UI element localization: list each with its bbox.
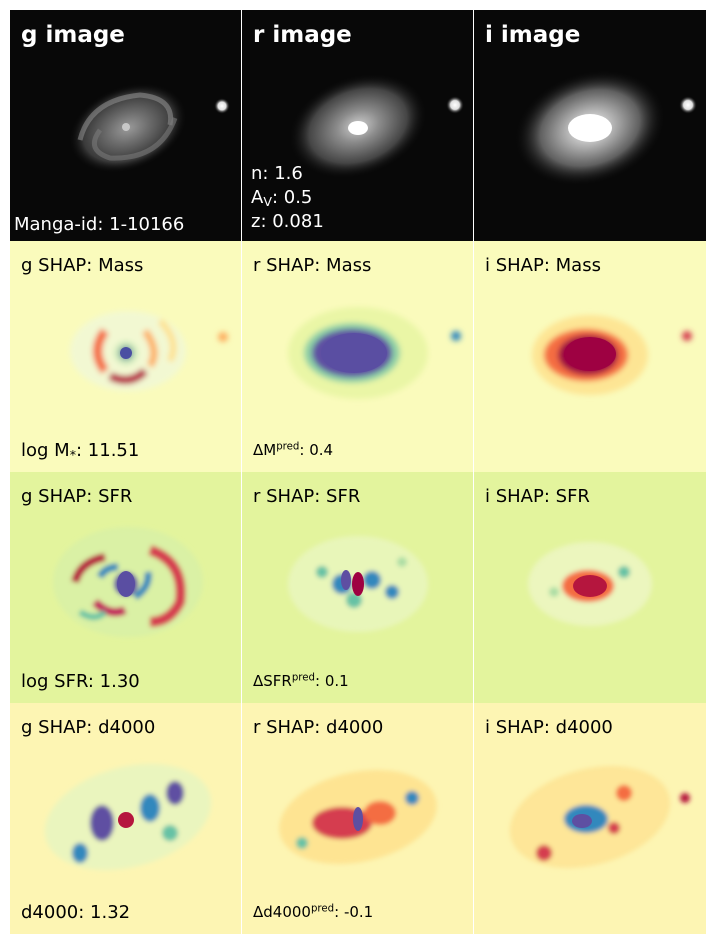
manga-id-label: Manga-id: 1-10166 [14,214,185,235]
g-shap-d4000-panel: g SHAP: d4000 d4000: 1.32 [10,703,241,934]
sersic-index-label: n: 1.6 [251,163,303,184]
mass-value: : 11.51 [76,440,140,461]
panel-title: g image [21,22,125,48]
delta-sfr-label: ΔSFRpred: 0.1 [253,672,349,690]
d4000-label: d4000: 1.32 [21,902,131,923]
i-galaxy-image [474,10,706,241]
i-shap-d4000-panel: i SHAP: d4000 [474,703,706,934]
log-sfr-label: log SFR: 1.30 [21,671,140,692]
r-shap-d4000-panel: r SHAP: d4000 Δd4000pred: -0.1 [242,703,473,934]
i-image-panel: i image [474,10,706,241]
g-shap-sfr-panel: g SHAP: SFR log SFR: 1.30 [10,472,241,703]
i-shap-mass-map [532,315,692,395]
panel-title: g SHAP: SFR [21,486,133,507]
panel-title: i SHAP: d4000 [485,717,613,738]
g-shap-d4000-map [44,763,212,871]
r-shap-sfr-map [288,536,428,632]
panel-title: r SHAP: d4000 [253,717,384,738]
delta-prefix: Δd4000 [253,903,311,921]
delta-prefix: ΔM [253,441,277,459]
panel-title: r image [253,22,352,48]
av-prefix: A [251,187,264,208]
i-shap-sfr-map [528,542,652,626]
i-shap-sfr-panel: i SHAP: SFR [474,472,706,703]
i-shap-mass-panel: i SHAP: Mass [474,241,706,472]
g-galaxy-image [10,10,241,241]
av-sub: V [263,194,272,210]
delta-d4000-label: Δd4000pred: -0.1 [253,903,373,921]
delta-sup: pred [310,903,335,915]
r-shap-mass-map [288,307,461,399]
r-shap-mass-panel: r SHAP: Mass ΔMpred: 0.4 [242,241,473,472]
panel-title: i image [485,22,581,48]
delta-mass-label: ΔMpred: 0.4 [253,441,333,459]
g-shap-mass-map [70,311,228,391]
g-image-panel: g image Manga-id: 1-10166 [10,10,241,241]
extinction-label: AV: 0.5 [251,186,324,210]
delta-value: : 0.4 [299,441,334,459]
r-shap-sfr-panel: r SHAP: SFR ΔSFRpred: 0.1 [242,472,473,703]
redshift-label: z: 0.081 [251,211,324,232]
delta-value: : 0.1 [315,672,349,690]
delta-sup: pred [276,441,300,453]
delta-sup: pred [291,672,316,684]
panel-title: r SHAP: Mass [253,255,372,276]
delta-value: : -0.1 [334,903,374,921]
g-shap-sfr-map [53,527,203,637]
panel-title: i SHAP: Mass [485,255,601,276]
av-value: : 0.5 [271,187,313,208]
g-shap-mass-panel: g SHAP: Mass log M*: 11.51 [10,241,241,472]
panel-title: g SHAP: Mass [21,255,144,276]
panel-title: i SHAP: SFR [485,486,590,507]
r-image-panel: r image n: 1.6 AV: 0.5 z: 0.081 [242,10,473,241]
r-galaxy-image [242,10,473,241]
log-mass-label: log M*: 11.51 [21,440,139,461]
delta-prefix: ΔSFR [253,672,292,690]
galaxy-params: n: 1.6 AV: 0.5 z: 0.081 [251,162,324,234]
r-shap-d4000-map [279,769,437,865]
panel-title: g SHAP: d4000 [21,717,156,738]
i-shap-d4000-map [509,766,690,868]
figure-grid: g image Manga-id: 1-10166 [10,10,706,934]
mass-sub: * [69,447,76,463]
mass-prefix: log M [21,440,70,461]
panel-title: r SHAP: SFR [253,486,361,507]
